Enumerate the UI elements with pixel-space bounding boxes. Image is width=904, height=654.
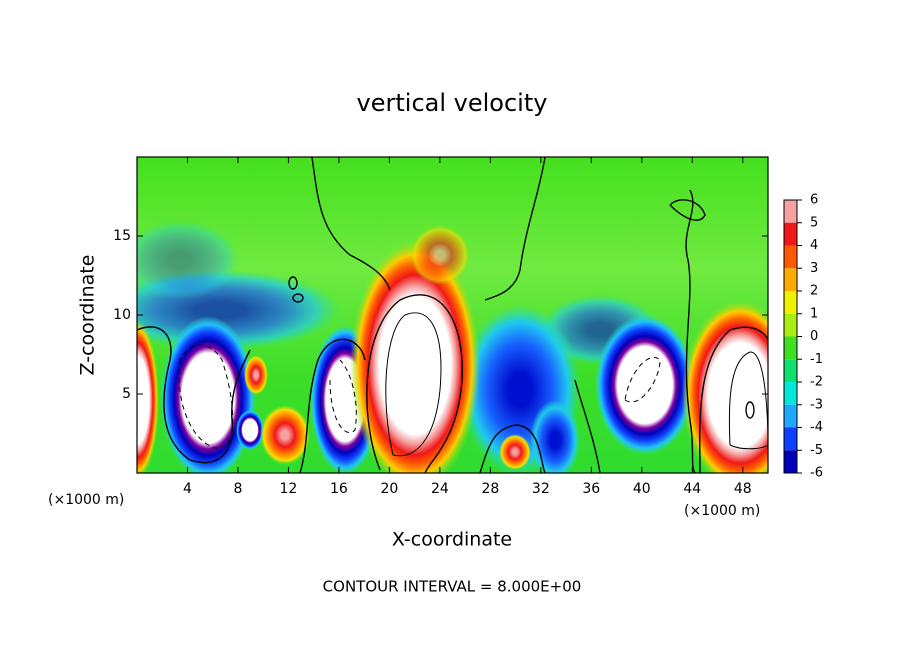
colorbar-label: -3 <box>810 397 823 412</box>
colorbar-band <box>784 382 797 405</box>
x-tick-label: 12 <box>280 481 298 497</box>
colorbar-band <box>784 291 797 314</box>
colorbar-label: 5 <box>810 215 818 230</box>
x-tick-label: 48 <box>734 481 752 497</box>
colorbar-band <box>784 427 797 451</box>
x-tick-label: 8 <box>233 481 242 497</box>
x-tick-label: 24 <box>431 481 449 497</box>
colorbar-band <box>784 336 797 360</box>
colorbar-band <box>784 359 797 382</box>
x-tick-label: 4 <box>183 481 192 497</box>
colorbar-frame <box>783 199 798 474</box>
chart-title: vertical velocity <box>357 89 548 117</box>
y-axis-label: Z-coordinate <box>77 255 99 376</box>
x-unit-label: (×1000 m) <box>48 492 124 508</box>
colorbar-band <box>784 404 797 428</box>
colorbar-label: 0 <box>810 329 818 344</box>
colorbar-label: 4 <box>810 238 818 253</box>
x-tick-label: 32 <box>532 481 550 497</box>
colorbar-label: 3 <box>810 261 818 276</box>
x-axis-label: X-coordinate <box>392 529 512 551</box>
y-tick-label: 15 <box>113 228 131 244</box>
annotation: CONTOUR INTERVAL = 8.000E+00 <box>323 578 582 596</box>
colorbar-band <box>784 245 797 269</box>
x-tick-label: 40 <box>633 481 651 497</box>
x-tick-label: 28 <box>481 481 499 497</box>
contour-field <box>137 157 768 473</box>
x-tick-label: 20 <box>380 481 398 497</box>
colorbar-label: -6 <box>810 466 823 481</box>
colorbar-band <box>784 268 797 291</box>
colorbar-label: -2 <box>810 375 823 390</box>
colorbar-band <box>784 450 797 473</box>
colorbar-label: 6 <box>810 193 818 208</box>
y-tick-label: 10 <box>113 307 131 323</box>
colorbar-label: 2 <box>810 284 818 299</box>
colorbar-band <box>784 200 797 223</box>
colorbar-label: 1 <box>810 306 818 321</box>
x-tick-label: 16 <box>330 481 348 497</box>
colorbar-band <box>784 313 797 337</box>
colorbar-band <box>784 222 797 246</box>
colorbar-label: -5 <box>810 443 823 458</box>
x-tick-label: 44 <box>683 481 701 497</box>
x-unit-label: (×1000 m) <box>684 503 760 519</box>
y-tick-label: 5 <box>122 386 131 402</box>
colorbar-label: -4 <box>810 420 823 435</box>
x-tick-label: 36 <box>582 481 600 497</box>
colorbar-label: -1 <box>810 352 823 367</box>
